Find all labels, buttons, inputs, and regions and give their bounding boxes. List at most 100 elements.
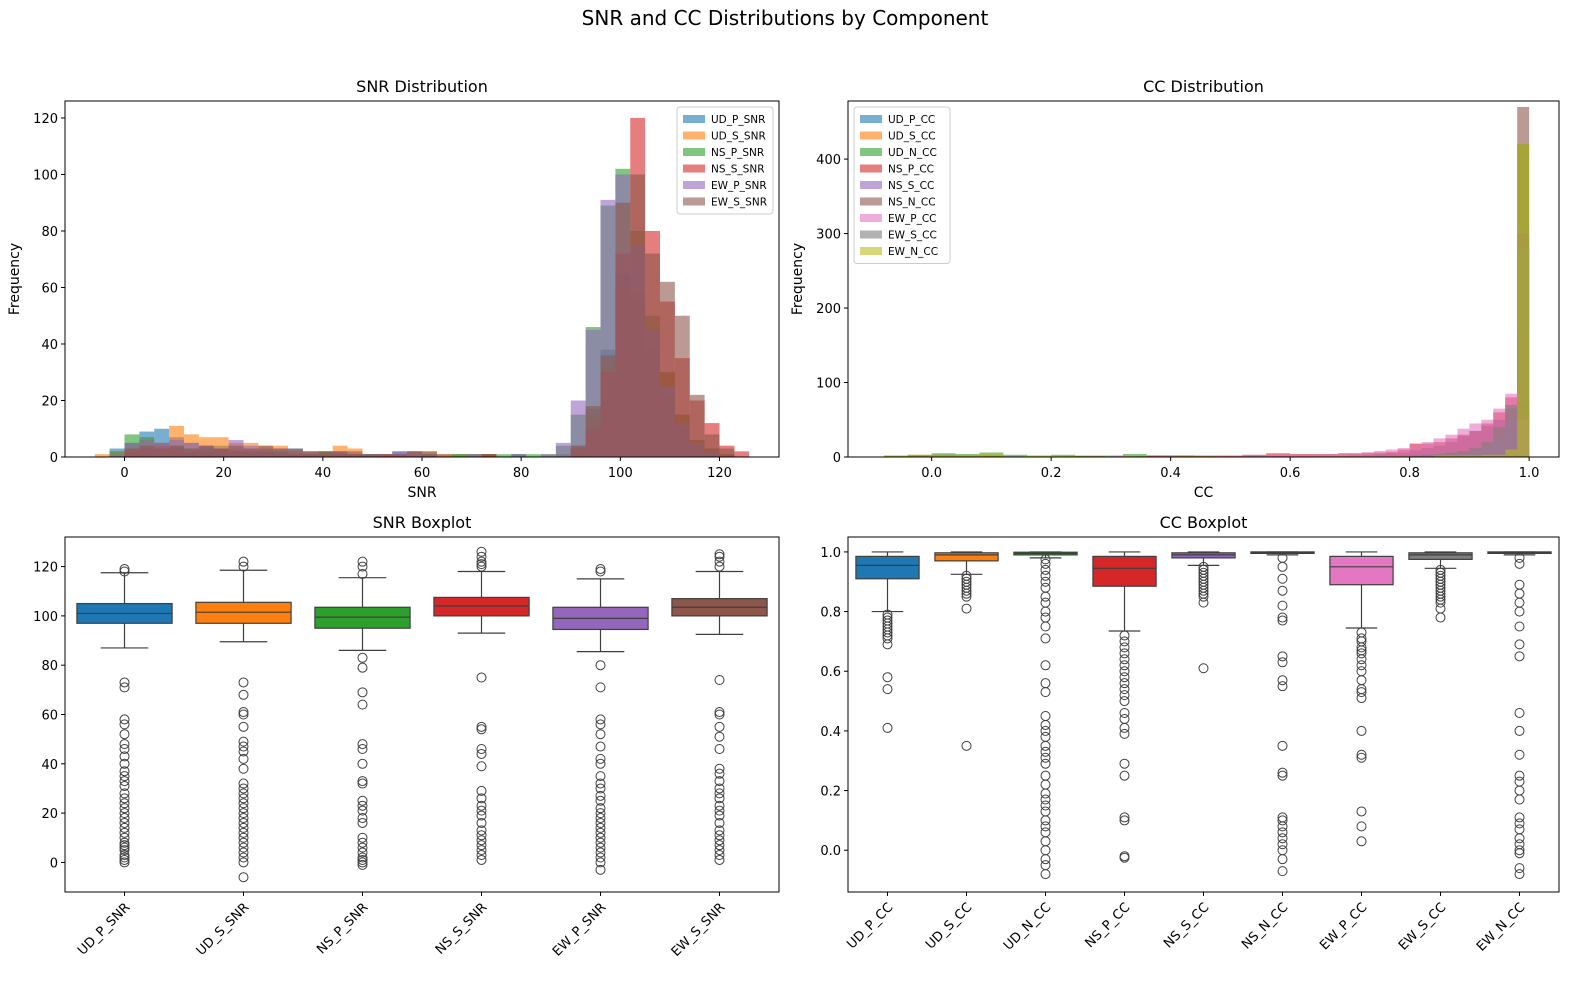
outlier-point (238, 561, 249, 572)
outlier-point (357, 556, 368, 567)
x-tick-label: NS_S_CC (1161, 900, 1212, 951)
outlier-point (1119, 815, 1130, 826)
outlier-point (714, 768, 725, 779)
snr_hist-ylabel: Frequency (7, 243, 23, 315)
outlier-point (1356, 749, 1367, 760)
y-tick-label: 400 (816, 153, 841, 168)
cc_hist-title: CC Distribution (1143, 77, 1264, 96)
outlier-point (1119, 812, 1130, 823)
histogram-bar (109, 454, 125, 457)
outlier-point (595, 857, 606, 868)
outlier-point (1435, 597, 1446, 608)
outlier-point (238, 857, 249, 868)
histogram-bar (1242, 455, 1255, 457)
outlier-point (1119, 684, 1130, 695)
outlier-point (1040, 606, 1051, 617)
legend-swatch (860, 148, 882, 156)
outlier-point (1040, 597, 1051, 608)
outlier-point (357, 805, 368, 816)
outlier-point (1514, 824, 1525, 835)
outlier-point (714, 551, 725, 562)
outlier-point (961, 740, 972, 751)
x-tick-label: NS_P_SNR (314, 900, 371, 957)
box-NS_P_CC (1092, 551, 1157, 863)
outlier-point (476, 724, 487, 735)
outlier-point (476, 744, 487, 755)
outlier-point (595, 852, 606, 863)
outlier-point (238, 832, 249, 843)
outlier-point (595, 832, 606, 843)
outlier-point (1277, 675, 1288, 686)
snr_hist-panel: SNR Distribution 0 20 40 60 80 100 120 0 20 40 60 80… (7, 77, 780, 501)
histogram-bar (1421, 454, 1434, 457)
outlier-point (1514, 651, 1525, 662)
outlier-point (238, 803, 249, 814)
y-tick-label: 80 (41, 659, 58, 674)
outlier-point (1514, 725, 1525, 736)
outlier-point (119, 758, 130, 769)
outlier-point (1514, 848, 1525, 859)
outlier-point (1514, 785, 1525, 796)
outlier-point (1040, 687, 1051, 698)
outlier-point (595, 682, 606, 693)
histogram-bar (1349, 453, 1362, 457)
outlier-point (476, 761, 487, 772)
histogram-bar (907, 454, 932, 457)
outlier-point (119, 744, 130, 755)
outlier-point (595, 771, 606, 782)
outlier-point (1356, 752, 1367, 763)
histogram-bar (94, 454, 110, 457)
legend-swatch (860, 197, 882, 206)
outlier-point (595, 753, 606, 764)
histogram-bar (1325, 454, 1338, 457)
outlier-point (595, 566, 606, 577)
x-tick-label: UD_S_SNR (194, 900, 253, 959)
outlier-point (882, 633, 893, 644)
cc_hist-legend: UD_P_CC UD_S_CC UD_N_CC NS_P_CC NS_S_CC NS_N_… (853, 106, 951, 264)
histogram-bar (1409, 445, 1422, 457)
outlier-point (961, 588, 972, 599)
x-tick-label: 0.2 (1041, 466, 1062, 481)
outlier-point (476, 800, 487, 811)
outlier-point (238, 556, 249, 567)
series-EW_S_SNR (124, 174, 735, 457)
outlier-point (119, 771, 130, 782)
outlier-point (1514, 812, 1525, 823)
outlier-point (119, 813, 130, 824)
outlier-point (1119, 713, 1130, 724)
outlier-point (595, 564, 606, 575)
histogram-bar (630, 174, 646, 457)
histogram-bar (1469, 423, 1482, 457)
outlier-point (1040, 582, 1051, 593)
outlier-point (1040, 821, 1051, 832)
outlier-point (1356, 821, 1367, 832)
outlier-point (476, 845, 487, 856)
outlier-point (1514, 597, 1525, 608)
outlier-point (476, 817, 487, 828)
histogram-bar (1505, 404, 1518, 457)
histogram-bar (407, 451, 422, 457)
y-tick-label: 0.6 (820, 665, 841, 680)
outlier-point (1514, 794, 1525, 805)
outlier-point (1040, 827, 1051, 838)
outlier-point (1040, 788, 1051, 799)
histogram-bar (377, 454, 393, 457)
outlier-point (1119, 722, 1130, 733)
cc_box-panel: CC Boxplot 0.0 0.2 0.4 0.6 0.8 1.0 UD_P_CC UD_S_… (820, 513, 1560, 955)
outlier-point (714, 763, 725, 774)
histogram-bar (570, 400, 586, 457)
outlier-point (714, 709, 725, 720)
outlier-point (119, 788, 130, 799)
histogram-bar (526, 454, 541, 457)
outlier-point (714, 845, 725, 856)
histogram-bar (1122, 454, 1147, 457)
x-tick-label: UD_P_SNR (75, 900, 133, 958)
outlier-point (1277, 815, 1288, 826)
box-iqr (855, 555, 920, 580)
y-tick-label: 40 (41, 758, 58, 773)
legend-swatch (860, 247, 882, 255)
outlier-point (1514, 869, 1525, 880)
histogram-bar (288, 448, 303, 457)
outlier-point (1277, 615, 1288, 626)
outlier-point (238, 842, 249, 853)
